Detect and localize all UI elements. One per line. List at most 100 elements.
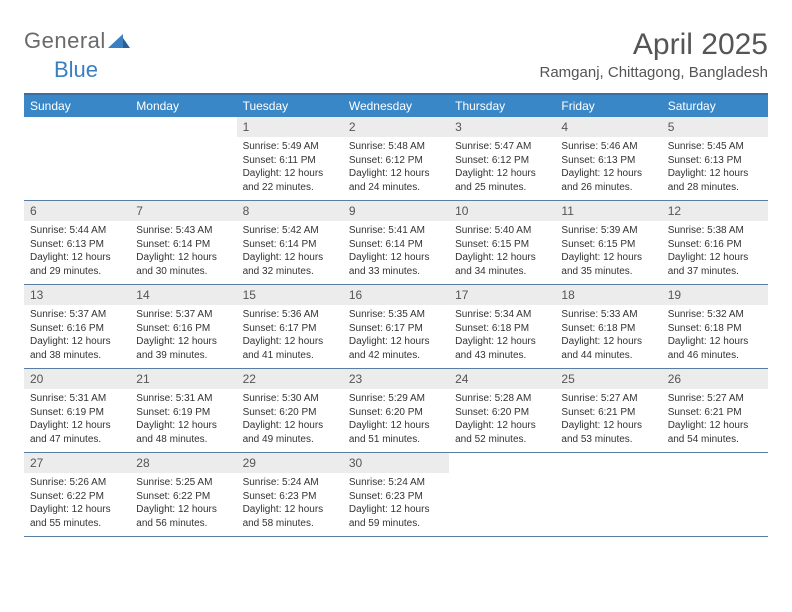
weekday-header: Sunday (24, 95, 130, 117)
day-cell: 16Sunrise: 5:35 AMSunset: 6:17 PMDayligh… (343, 285, 449, 368)
sunrise-line: Sunrise: 5:33 AM (561, 308, 655, 322)
day-number: 26 (662, 369, 768, 389)
sunrise-line: Sunrise: 5:42 AM (243, 224, 337, 238)
day-cell: 11Sunrise: 5:39 AMSunset: 6:15 PMDayligh… (555, 201, 661, 284)
weekday-header: Monday (130, 95, 236, 117)
logo: General (24, 28, 130, 54)
day-details: Sunrise: 5:45 AMSunset: 6:13 PMDaylight:… (662, 137, 768, 200)
day-number: 20 (24, 369, 130, 389)
day-details: Sunrise: 5:48 AMSunset: 6:12 PMDaylight:… (343, 137, 449, 200)
sunset-line: Sunset: 6:12 PM (455, 154, 549, 168)
sunrise-line: Sunrise: 5:24 AM (243, 476, 337, 490)
day-cell: 26Sunrise: 5:27 AMSunset: 6:21 PMDayligh… (662, 369, 768, 452)
day-details: Sunrise: 5:31 AMSunset: 6:19 PMDaylight:… (130, 389, 236, 452)
day-cell: 29Sunrise: 5:24 AMSunset: 6:23 PMDayligh… (237, 453, 343, 536)
daylight-line: Daylight: 12 hours and 29 minutes. (30, 251, 124, 278)
day-number: 11 (555, 201, 661, 221)
day-number: 10 (449, 201, 555, 221)
daylight-line: Daylight: 12 hours and 53 minutes. (561, 419, 655, 446)
day-details: Sunrise: 5:35 AMSunset: 6:17 PMDaylight:… (343, 305, 449, 368)
day-details: Sunrise: 5:34 AMSunset: 6:18 PMDaylight:… (449, 305, 555, 368)
daylight-line: Daylight: 12 hours and 30 minutes. (136, 251, 230, 278)
day-details: Sunrise: 5:25 AMSunset: 6:22 PMDaylight:… (130, 473, 236, 536)
sunrise-line: Sunrise: 5:35 AM (349, 308, 443, 322)
day-cell: 17Sunrise: 5:34 AMSunset: 6:18 PMDayligh… (449, 285, 555, 368)
day-cell: 3Sunrise: 5:47 AMSunset: 6:12 PMDaylight… (449, 117, 555, 200)
day-cell: 4Sunrise: 5:46 AMSunset: 6:13 PMDaylight… (555, 117, 661, 200)
sunrise-line: Sunrise: 5:38 AM (668, 224, 762, 238)
sunset-line: Sunset: 6:13 PM (30, 238, 124, 252)
sunset-line: Sunset: 6:22 PM (30, 490, 124, 504)
day-number: 4 (555, 117, 661, 137)
sunset-line: Sunset: 6:23 PM (349, 490, 443, 504)
sunrise-line: Sunrise: 5:46 AM (561, 140, 655, 154)
day-number: 15 (237, 285, 343, 305)
day-number: 8 (237, 201, 343, 221)
daylight-line: Daylight: 12 hours and 44 minutes. (561, 335, 655, 362)
daylight-line: Daylight: 12 hours and 58 minutes. (243, 503, 337, 530)
day-cell: 24Sunrise: 5:28 AMSunset: 6:20 PMDayligh… (449, 369, 555, 452)
sunrise-line: Sunrise: 5:27 AM (561, 392, 655, 406)
weekday-header: Saturday (662, 95, 768, 117)
daylight-line: Daylight: 12 hours and 22 minutes. (243, 167, 337, 194)
sunset-line: Sunset: 6:14 PM (243, 238, 337, 252)
day-cell: 8Sunrise: 5:42 AMSunset: 6:14 PMDaylight… (237, 201, 343, 284)
sunrise-line: Sunrise: 5:25 AM (136, 476, 230, 490)
week-row: 13Sunrise: 5:37 AMSunset: 6:16 PMDayligh… (24, 285, 768, 369)
day-number: 14 (130, 285, 236, 305)
calendar-grid: SundayMondayTuesdayWednesdayThursdayFrid… (24, 93, 768, 537)
sunset-line: Sunset: 6:12 PM (349, 154, 443, 168)
weekday-header: Tuesday (237, 95, 343, 117)
sunset-line: Sunset: 6:23 PM (243, 490, 337, 504)
sunset-line: Sunset: 6:14 PM (136, 238, 230, 252)
logo-triangle-icon (108, 28, 130, 54)
logo-text-general: General (24, 28, 106, 54)
daylight-line: Daylight: 12 hours and 54 minutes. (668, 419, 762, 446)
day-number: 28 (130, 453, 236, 473)
day-cell-empty (24, 117, 130, 200)
day-cell: 1Sunrise: 5:49 AMSunset: 6:11 PMDaylight… (237, 117, 343, 200)
day-number: 27 (24, 453, 130, 473)
day-details: Sunrise: 5:27 AMSunset: 6:21 PMDaylight:… (555, 389, 661, 452)
day-details: Sunrise: 5:37 AMSunset: 6:16 PMDaylight:… (24, 305, 130, 368)
day-cell: 10Sunrise: 5:40 AMSunset: 6:15 PMDayligh… (449, 201, 555, 284)
week-row: 1Sunrise: 5:49 AMSunset: 6:11 PMDaylight… (24, 117, 768, 201)
sunset-line: Sunset: 6:14 PM (349, 238, 443, 252)
day-number: 19 (662, 285, 768, 305)
day-cell: 9Sunrise: 5:41 AMSunset: 6:14 PMDaylight… (343, 201, 449, 284)
day-cell: 21Sunrise: 5:31 AMSunset: 6:19 PMDayligh… (130, 369, 236, 452)
daylight-line: Daylight: 12 hours and 47 minutes. (30, 419, 124, 446)
sunset-line: Sunset: 6:20 PM (243, 406, 337, 420)
day-number: 25 (555, 369, 661, 389)
day-cell: 27Sunrise: 5:26 AMSunset: 6:22 PMDayligh… (24, 453, 130, 536)
sunset-line: Sunset: 6:19 PM (136, 406, 230, 420)
day-details: Sunrise: 5:28 AMSunset: 6:20 PMDaylight:… (449, 389, 555, 452)
day-cell: 15Sunrise: 5:36 AMSunset: 6:17 PMDayligh… (237, 285, 343, 368)
day-details: Sunrise: 5:24 AMSunset: 6:23 PMDaylight:… (237, 473, 343, 536)
day-details: Sunrise: 5:40 AMSunset: 6:15 PMDaylight:… (449, 221, 555, 284)
sunset-line: Sunset: 6:16 PM (136, 322, 230, 336)
sunrise-line: Sunrise: 5:30 AM (243, 392, 337, 406)
header: General April 2025 Ramganj, Chittagong, … (24, 28, 768, 81)
day-number: 21 (130, 369, 236, 389)
day-cell-empty (662, 453, 768, 536)
sunset-line: Sunset: 6:18 PM (668, 322, 762, 336)
day-cell: 18Sunrise: 5:33 AMSunset: 6:18 PMDayligh… (555, 285, 661, 368)
sunrise-line: Sunrise: 5:47 AM (455, 140, 549, 154)
day-details: Sunrise: 5:39 AMSunset: 6:15 PMDaylight:… (555, 221, 661, 284)
day-cell: 30Sunrise: 5:24 AMSunset: 6:23 PMDayligh… (343, 453, 449, 536)
daylight-line: Daylight: 12 hours and 38 minutes. (30, 335, 124, 362)
day-number: 16 (343, 285, 449, 305)
day-details: Sunrise: 5:46 AMSunset: 6:13 PMDaylight:… (555, 137, 661, 200)
day-number: 3 (449, 117, 555, 137)
day-number: 29 (237, 453, 343, 473)
weekday-header: Friday (555, 95, 661, 117)
sunrise-line: Sunrise: 5:41 AM (349, 224, 443, 238)
day-number: 30 (343, 453, 449, 473)
sunrise-line: Sunrise: 5:37 AM (136, 308, 230, 322)
day-cell: 22Sunrise: 5:30 AMSunset: 6:20 PMDayligh… (237, 369, 343, 452)
sunrise-line: Sunrise: 5:34 AM (455, 308, 549, 322)
sunset-line: Sunset: 6:13 PM (561, 154, 655, 168)
day-number: 13 (24, 285, 130, 305)
week-row: 27Sunrise: 5:26 AMSunset: 6:22 PMDayligh… (24, 453, 768, 537)
